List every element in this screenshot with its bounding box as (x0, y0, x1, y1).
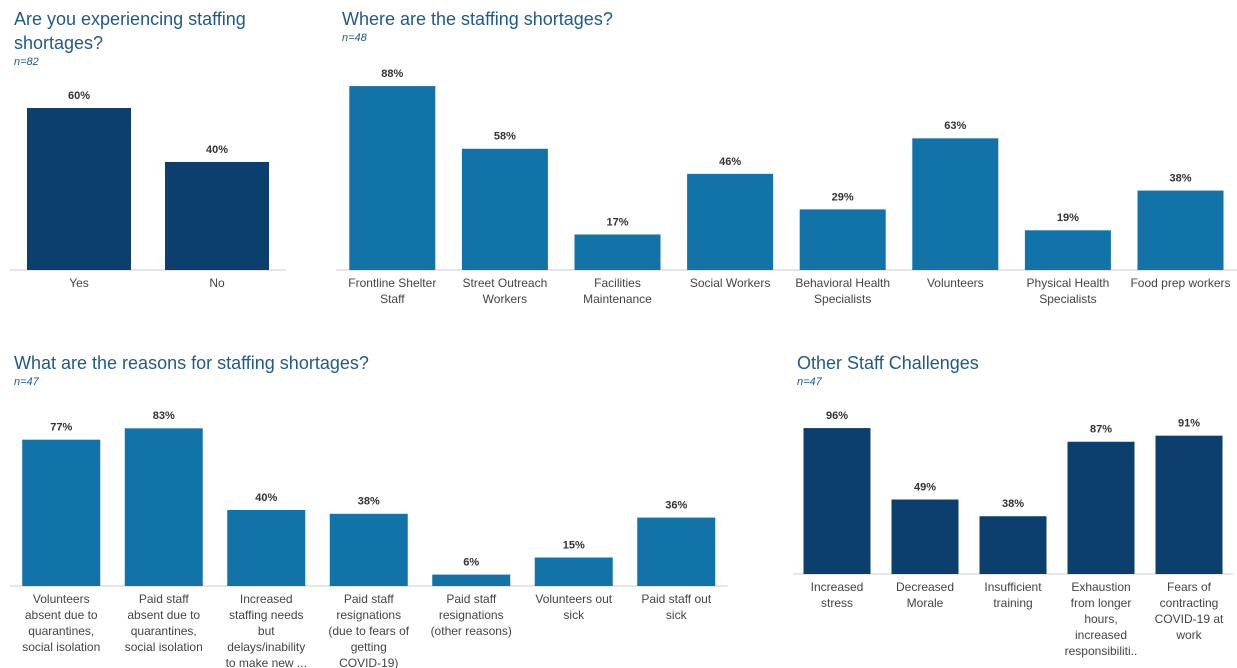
category-label: Exhaustion from longer hours, increased resp… (1065, 580, 1138, 658)
bar (912, 138, 999, 270)
bar (349, 86, 436, 270)
value-label: 36% (665, 500, 687, 512)
bar (329, 513, 408, 586)
value-label: 38% (1169, 172, 1191, 184)
category-label: Volunteers (927, 276, 984, 290)
bar (534, 557, 613, 586)
value-label: 88% (381, 68, 403, 80)
bar (432, 574, 511, 586)
bar (461, 148, 548, 270)
category-label: Paid staff resignations (due to fears of ge… (328, 592, 409, 668)
category-label: Physical Health Specialists (1027, 276, 1110, 306)
value-label: 29% (832, 191, 854, 203)
category-label: Fears of contracting COVID-19 at work (1155, 580, 1224, 642)
chart-subtitle: n=48 (342, 32, 368, 44)
value-label: 77% (50, 422, 72, 434)
chart-subtitle: n=82 (14, 56, 39, 68)
chart-title: Are you experiencing staffing shortages? (14, 9, 246, 53)
value-label: 87% (1090, 424, 1112, 436)
bar (979, 516, 1047, 574)
category-label: Yes (69, 276, 89, 290)
category-label: Decreased Morale (896, 580, 954, 610)
value-label: 40% (206, 144, 228, 156)
bar (891, 499, 959, 574)
value-label: 49% (914, 481, 936, 493)
value-label: 96% (826, 410, 848, 422)
bar (1137, 190, 1224, 270)
category-label: Paid staff absent due to quarantines, socia… (125, 592, 203, 654)
value-label: 46% (719, 156, 741, 168)
category-label: Paid staff out sick (641, 592, 711, 622)
bar (124, 428, 203, 586)
value-label: 40% (255, 492, 277, 504)
value-label: 6% (463, 557, 479, 569)
category-label: Paid staff resignations (other reasons) (431, 592, 512, 638)
category-label: Increased stress (811, 580, 864, 610)
category-label: Social Workers (690, 276, 770, 290)
value-label: 58% (494, 131, 516, 143)
value-label: 19% (1057, 212, 1079, 224)
value-label: 15% (563, 539, 585, 551)
bar (1067, 441, 1135, 574)
bar (165, 162, 269, 270)
chart-subtitle: n=47 (797, 376, 823, 388)
category-label: No (209, 276, 225, 290)
chart-title: Where are the staffing shortages? (342, 9, 613, 29)
bar (637, 517, 716, 586)
bar (27, 108, 131, 270)
bar (22, 439, 101, 586)
bar (799, 209, 886, 270)
category-label: Behavioral Health Specialists (795, 276, 890, 306)
bar (1024, 230, 1111, 270)
value-label: 91% (1178, 418, 1200, 430)
category-label: Insufficient training (984, 580, 1042, 610)
value-label: 38% (358, 496, 380, 508)
value-label: 17% (606, 216, 628, 228)
bar (1155, 435, 1223, 574)
category-label: Facilities Maintenance (583, 276, 652, 306)
value-label: 83% (153, 410, 175, 422)
value-label: 63% (944, 120, 966, 132)
chart-title: What are the reasons for staffing shorta… (14, 353, 369, 373)
bar (803, 428, 871, 574)
value-label: 38% (1002, 498, 1024, 510)
category-label: Street Outreach Workers (463, 276, 548, 306)
chart-subtitle: n=47 (14, 376, 40, 388)
bar (687, 173, 774, 270)
category-label: Volunteers absent due to quarantines, socia… (22, 592, 100, 654)
bar (227, 510, 306, 586)
chart-title: Other Staff Challenges (797, 353, 979, 373)
category-label: Food prep workers (1130, 276, 1230, 290)
value-label: 60% (68, 90, 90, 102)
category-label: Frontline Shelter Staff (348, 276, 436, 306)
bar (574, 234, 661, 270)
category-label: Volunteers out sick (535, 592, 612, 622)
category-label: Increased staffing needs but delays/inabili… (226, 592, 307, 668)
